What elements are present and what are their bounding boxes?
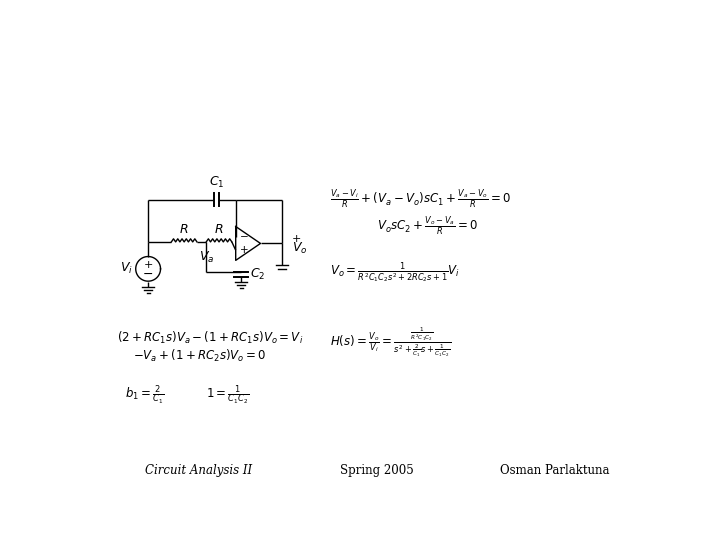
Text: +: + xyxy=(240,245,248,255)
Text: $R$: $R$ xyxy=(215,222,224,236)
Text: $V_i$: $V_i$ xyxy=(120,261,132,276)
Text: $V_a$: $V_a$ xyxy=(199,249,214,265)
Text: Spring 2005: Spring 2005 xyxy=(340,464,413,477)
Text: −: − xyxy=(143,268,153,281)
Text: $R$: $R$ xyxy=(179,222,189,236)
Text: +: + xyxy=(143,260,153,270)
Text: +: + xyxy=(292,234,301,244)
Text: $1=\frac{1}{C_1C_2}$: $1=\frac{1}{C_1C_2}$ xyxy=(206,384,249,408)
Text: $-V_a+(1+RC_2s)V_o=0$: $-V_a+(1+RC_2s)V_o=0$ xyxy=(132,348,266,364)
Text: Osman Parlaktuna: Osman Parlaktuna xyxy=(500,464,610,477)
Text: $V_o$: $V_o$ xyxy=(292,240,307,255)
Text: $V_osC_2+\frac{V_o-V_a}{R}=0$: $V_osC_2+\frac{V_o-V_a}{R}=0$ xyxy=(377,215,478,238)
Text: Circuit Analysis II: Circuit Analysis II xyxy=(145,464,252,477)
Text: $V_o=\frac{1}{R^2C_1C_2s^2+2RC_2s+1}V_i$: $V_o=\frac{1}{R^2C_1C_2s^2+2RC_2s+1}V_i$ xyxy=(330,260,460,285)
Text: $C_2$: $C_2$ xyxy=(251,267,266,282)
Text: $b_1=\frac{2}{C_1}$: $b_1=\frac{2}{C_1}$ xyxy=(125,384,164,408)
Text: $H(s)=\frac{V_o}{V_i}=\frac{\frac{1}{R^2C_1C_2}}{s^2+\frac{2}{C_1}s+\frac{1}{C_1: $H(s)=\frac{V_o}{V_i}=\frac{\frac{1}{R^2… xyxy=(330,325,451,359)
Text: −: − xyxy=(240,232,248,242)
Text: $C_1$: $C_1$ xyxy=(209,175,224,190)
Text: $(2+RC_1s)V_a-(1+RC_1s)V_o=V_i$: $(2+RC_1s)V_a-(1+RC_1s)V_o=V_i$ xyxy=(117,330,303,346)
Text: $\frac{V_a-V_i}{R}+(V_a-V_o)sC_1+\frac{V_a-V_o}{R}=0$: $\frac{V_a-V_i}{R}+(V_a-V_o)sC_1+\frac{V… xyxy=(330,188,511,211)
